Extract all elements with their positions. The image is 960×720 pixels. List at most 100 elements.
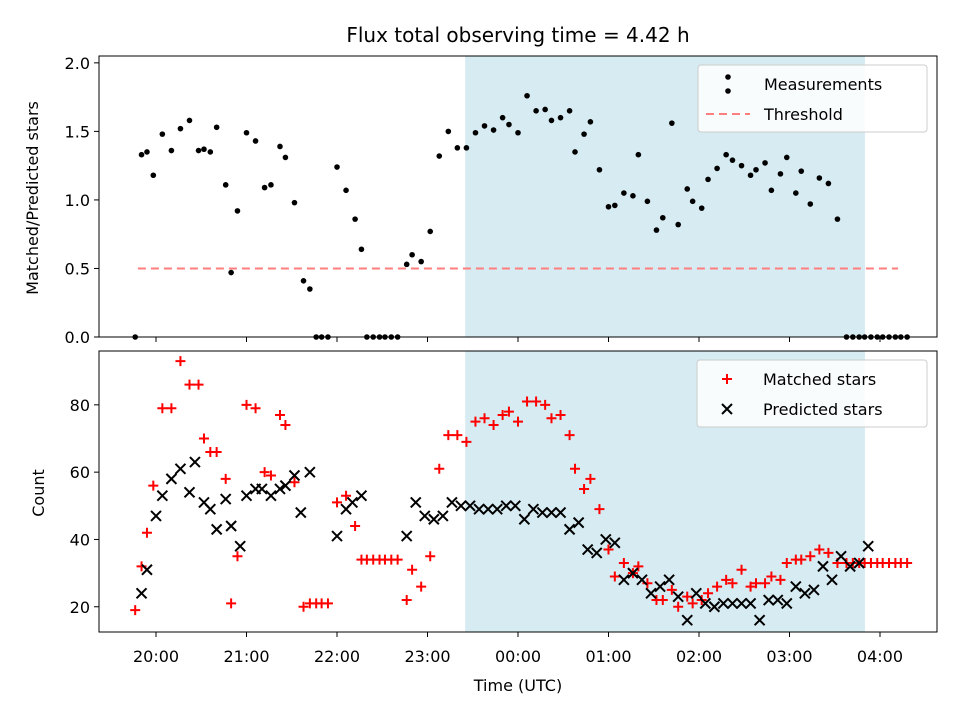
measurement-point (816, 175, 823, 181)
x-tick-label: 21:00 (223, 647, 269, 666)
measurement-point (138, 151, 145, 158)
matched-stars-point (280, 420, 291, 431)
measurement-point (150, 172, 157, 179)
matched-stars-point (259, 467, 270, 478)
predicted-stars-point (690, 587, 702, 600)
predicted-stars-point (762, 594, 775, 606)
measurement-point (307, 286, 313, 292)
predicted-stars-point (853, 557, 865, 569)
matched-stars-point (760, 578, 771, 589)
matched-stars-point (745, 581, 756, 592)
measurement-point (228, 269, 234, 276)
measurement-point (472, 129, 479, 136)
x-tick-label: 02:00 (676, 647, 722, 666)
y-tick-label: 1.0 (65, 191, 90, 210)
y-tick-label: 80 (70, 396, 90, 415)
matched-stars-point (220, 473, 231, 484)
measurement-point (515, 129, 521, 136)
predicted-stars-point (808, 584, 820, 596)
matched-stars-point (687, 598, 698, 609)
predicted-stars-point (473, 503, 485, 515)
predicted-stars-point (265, 489, 277, 502)
predicted-stars-point (240, 489, 253, 502)
matched-stars-point (350, 520, 361, 531)
measurement-point (793, 190, 799, 196)
matched-stars-point (166, 403, 177, 414)
legend-label: Predicted stars (763, 400, 883, 419)
matched-stars-point (130, 605, 141, 616)
predicted-stars-point (482, 503, 494, 515)
predicted-stars-point (790, 580, 802, 593)
predicted-stars-point (331, 530, 343, 542)
predicted-stars-point (545, 506, 558, 519)
matched-stars-point (497, 409, 508, 420)
predicted-stars-point (627, 567, 639, 579)
x-tick-label: 00:00 (495, 647, 541, 666)
predicted-stars-point (581, 543, 594, 556)
measurement-point (621, 190, 627, 196)
matched-stars-point (416, 581, 427, 592)
predicted-stars-point (618, 574, 630, 586)
predicted-stars-point (672, 590, 684, 603)
matched-stars-point (274, 409, 285, 420)
measurement-point (186, 117, 193, 124)
predicted-stars-point (781, 597, 793, 610)
measurement-point (596, 166, 603, 173)
matched-stars-point (488, 420, 499, 431)
matched-stars-point (461, 436, 472, 447)
matched-stars-point (618, 558, 629, 569)
matched-stars-point (736, 564, 747, 575)
matched-stars-point (609, 571, 620, 582)
matched-stars-point (712, 581, 723, 592)
matched-stars-point (443, 430, 454, 441)
matched-stars-point (232, 551, 243, 562)
measurement-point (445, 128, 452, 135)
ratio-plot-frame (98, 55, 938, 338)
measurement-point (689, 198, 696, 205)
predicted-stars-point (491, 503, 503, 515)
measurement-point (798, 168, 805, 174)
predicted-stars-point (295, 506, 307, 519)
predicted-stars-point (645, 587, 657, 600)
predicted-stars-point (219, 493, 232, 505)
measurement-point (714, 165, 720, 172)
measurement-point (234, 208, 241, 214)
measurement-point (698, 205, 705, 211)
matched-stars-point (241, 399, 252, 410)
matched-stars-point (479, 413, 490, 424)
matched-stars-point (392, 554, 403, 565)
measurement-point (572, 149, 578, 155)
measurement-point (268, 182, 274, 188)
matched-stars-point (570, 463, 581, 474)
measurement-point (834, 216, 841, 222)
measurement-point (463, 145, 470, 151)
matched-stars-point (766, 571, 777, 582)
legend-box (697, 64, 928, 133)
matched-stars-point (175, 356, 186, 367)
predicted-stars-point (304, 466, 316, 478)
predicted-stars-point (355, 489, 368, 502)
matched-stars-point (781, 558, 792, 569)
matched-stars-point (184, 379, 195, 390)
matched-stars-point (401, 595, 412, 606)
measurement-point (768, 187, 775, 194)
measurement-point (481, 123, 488, 129)
predicted-stars-point (753, 614, 766, 626)
predicted-stars-point (699, 597, 712, 610)
predicted-stars-point (234, 540, 246, 552)
legend-label: Measurements (764, 75, 882, 94)
x-axis-label: Time (UTC) (473, 676, 562, 695)
predicted-stars-point (563, 523, 576, 536)
matched-stars-point (603, 544, 614, 555)
matched-stars-point (226, 598, 237, 609)
predicted-stars-point (681, 614, 693, 626)
legend-box (696, 359, 928, 428)
matched-stars-point (425, 551, 436, 562)
x-tick-label: 03:00 (766, 647, 812, 666)
measurement-point (282, 154, 289, 161)
matched-stars-point (546, 413, 557, 424)
measurement-point (533, 108, 539, 114)
measurement-point (506, 121, 512, 128)
measurement-point (825, 180, 832, 187)
